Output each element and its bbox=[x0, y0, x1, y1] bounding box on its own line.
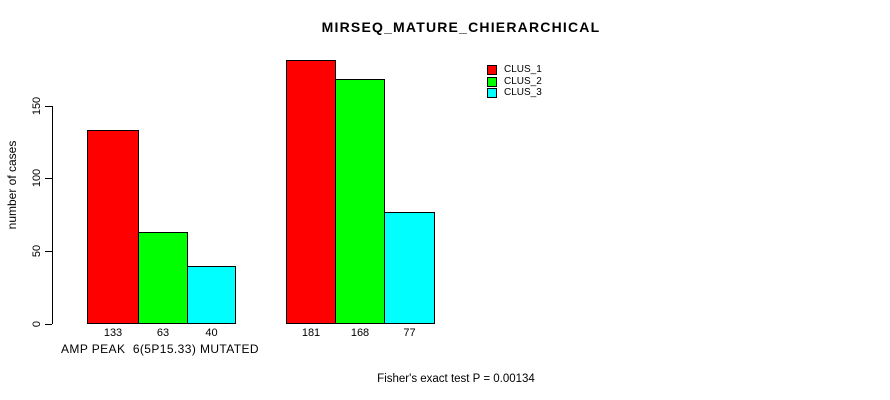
annotation-fisher-test: Fisher's exact test P = 0.00134 bbox=[377, 373, 535, 385]
bar-value-label: 40 bbox=[205, 327, 218, 339]
bar-value-label: 181 bbox=[301, 327, 321, 339]
y-axis-tick-label: 100 bbox=[31, 168, 43, 188]
legend-swatch-clus_3 bbox=[487, 87, 497, 98]
legend-label: CLUS_2 bbox=[504, 75, 542, 87]
y-axis-label: number of cases bbox=[5, 140, 19, 230]
legend-item-clus_2: CLUS_2 bbox=[487, 76, 542, 87]
y-axis-tick bbox=[45, 178, 52, 179]
y-axis-tick-label: 0 bbox=[31, 320, 43, 328]
legend-swatch-clus_2 bbox=[487, 76, 497, 87]
bar-clus_3-group-2 bbox=[384, 212, 435, 324]
bar-clus_1-group-1 bbox=[87, 130, 139, 324]
bar-clus_1-group-2 bbox=[286, 60, 336, 324]
bar-clus_2-group-1 bbox=[138, 232, 188, 324]
y-axis-line bbox=[52, 106, 53, 324]
bar-value-label: 168 bbox=[350, 327, 370, 339]
bar-clus_3-group-1 bbox=[187, 266, 236, 324]
y-axis-tick bbox=[45, 106, 52, 107]
legend-label: CLUS_3 bbox=[504, 86, 542, 98]
y-axis-tick-label: 50 bbox=[31, 244, 43, 258]
bar-clus_2-group-2 bbox=[335, 79, 385, 324]
legend-item-clus_3: CLUS_3 bbox=[487, 87, 542, 98]
x-axis-group-label: AMP PEAK 6(5P15.33) MUTATED bbox=[61, 342, 259, 356]
chart-title: MIRSEQ_MATURE_CHIERARCHICAL bbox=[321, 19, 601, 35]
legend-swatch-clus_1 bbox=[487, 64, 497, 75]
y-axis-tick bbox=[45, 251, 52, 252]
y-axis-tick-label: 150 bbox=[31, 96, 43, 116]
y-axis-tick bbox=[45, 324, 52, 325]
bar-value-label: 63 bbox=[156, 327, 170, 339]
legend-label: CLUS_1 bbox=[504, 63, 542, 75]
legend-item-clus_1: CLUS_1 bbox=[487, 64, 542, 75]
bar-value-label: 77 bbox=[403, 327, 416, 339]
bar-value-label: 133 bbox=[103, 327, 123, 339]
